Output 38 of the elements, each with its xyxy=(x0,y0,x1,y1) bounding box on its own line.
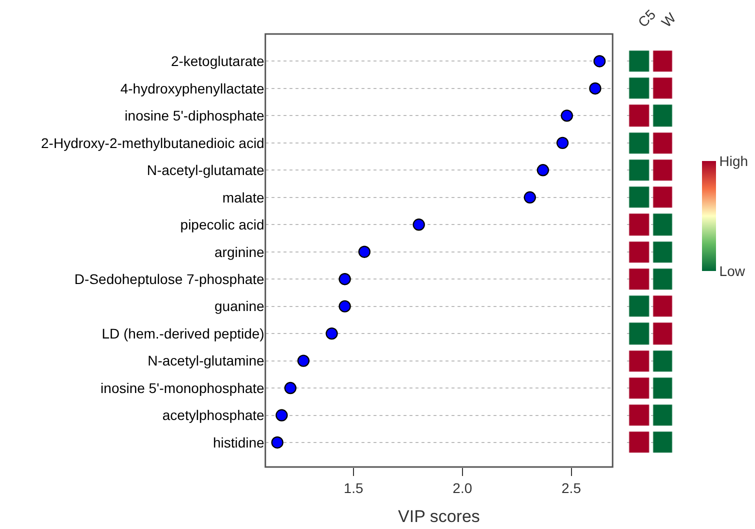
point xyxy=(524,191,536,204)
x-tick-label: C5 xyxy=(634,6,659,30)
y-tick-label: acetylphosphate xyxy=(162,407,265,424)
x-tick-label: 2.0 xyxy=(452,480,472,496)
point xyxy=(556,136,569,150)
point xyxy=(297,354,310,367)
point xyxy=(271,436,284,449)
y-tick-label: arginine xyxy=(214,244,265,260)
x-tick-label: 1.5 xyxy=(344,480,364,496)
y-tick-label: LD (hem.-derived peptide) xyxy=(102,325,264,342)
y-tick-label: 2-ketoglutarate xyxy=(170,53,265,70)
point xyxy=(338,272,351,286)
point xyxy=(276,409,288,422)
y-tick-label: guanine xyxy=(214,298,265,314)
y-tick-label: malate xyxy=(222,189,265,206)
point xyxy=(593,55,606,68)
y-tick-label: histidine xyxy=(212,434,265,450)
y-tick-label: inosine 5'-monophosphate xyxy=(100,380,265,396)
y-tick-label: pipecolic acid xyxy=(180,216,264,233)
point xyxy=(358,246,371,258)
y-tick-label: inosine 5'-diphosphate xyxy=(124,108,265,124)
point xyxy=(412,218,425,231)
x-tick-label: W xyxy=(658,9,680,30)
point xyxy=(560,110,573,122)
x-axis-title: VIP scores xyxy=(398,507,480,526)
color-bar-label: High xyxy=(719,152,748,169)
point xyxy=(536,164,550,176)
color-bar-label: Low xyxy=(719,262,746,279)
x-tick-label: 2.5 xyxy=(562,480,582,496)
y-tick-label: N-acetyl-glutamate xyxy=(146,162,265,178)
y-tick-label: 2-Hydroxy-2-methylbutanedioic acid xyxy=(41,134,264,151)
y-tick-label: D-Sedoheptulose 7-phosphate xyxy=(74,270,265,287)
y-tick-label: 4-hydroxyphenyllactate xyxy=(120,80,265,96)
point xyxy=(326,327,338,340)
y-tick-label: N-acetyl-glutamine xyxy=(148,352,265,369)
point xyxy=(589,82,602,95)
point xyxy=(284,382,296,394)
point xyxy=(338,300,351,312)
